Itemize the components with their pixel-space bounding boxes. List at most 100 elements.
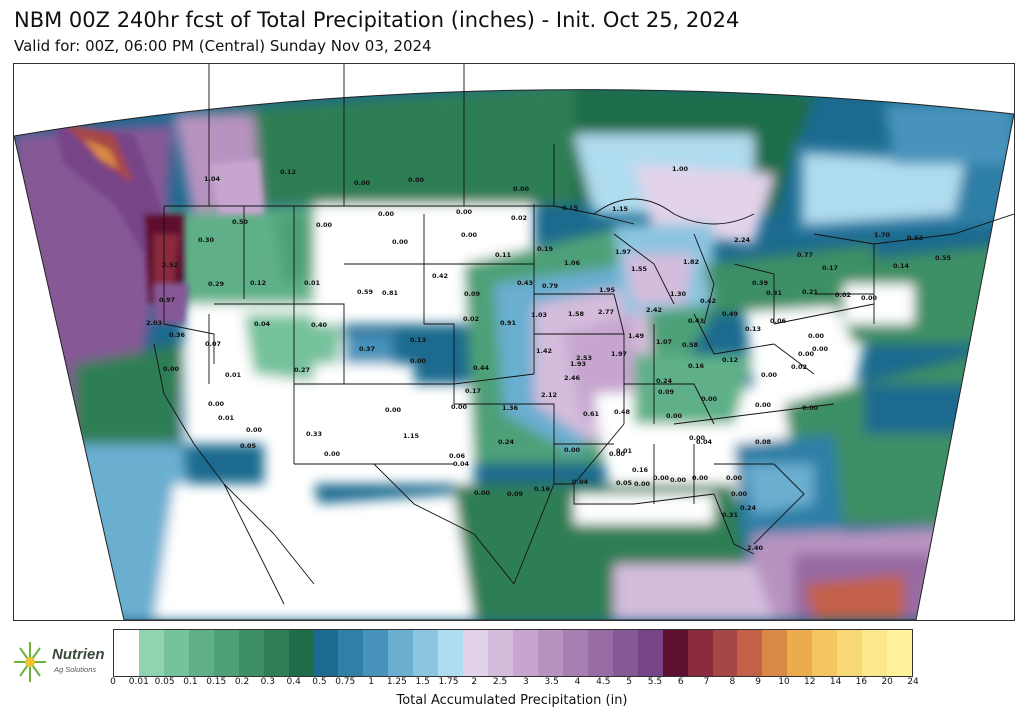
colorbar-tick: 12 (804, 677, 816, 687)
colorbar-tick: 0.05 (154, 677, 175, 687)
colorbar-swatch (637, 630, 663, 676)
precip-value-label: 2.46 (564, 374, 581, 382)
colorbar-tick: 14 (829, 677, 842, 687)
precip-value-label: 0.00 (666, 412, 683, 420)
precip-value-label: 2.03 (146, 319, 162, 327)
map-subtitle: Valid for: 00Z, 06:00 PM (Central) Sunda… (14, 37, 432, 55)
colorbar-swatch (163, 630, 189, 676)
precip-value-label: 0.00 (324, 450, 341, 458)
precip-value-label: 1.70 (874, 231, 891, 239)
colorbar-tick: 16 (855, 677, 868, 687)
colorbar-swatch (537, 630, 563, 676)
colorbar-tick: 0.15 (206, 677, 227, 687)
colorbar-swatch (114, 630, 139, 676)
precip-value-label: 0.12 (250, 279, 266, 287)
precip-value-label: 1.97 (615, 248, 631, 256)
colorbar-swatch (338, 630, 364, 676)
precip-value-label: 2.40 (747, 544, 764, 552)
logo-subtitle: Ag Solutions (54, 665, 97, 674)
precip-value-label: 0.81 (382, 289, 399, 297)
colorbar-swatch (687, 630, 713, 676)
precip-value-label: 0.04 (696, 438, 713, 446)
precip-value-label: 0.00 (163, 365, 180, 373)
precip-value-label: 0.61 (583, 410, 600, 418)
precip-value-label: 0.24 (740, 504, 757, 512)
precip-value-label: 1.97 (611, 350, 627, 358)
colorbar-swatch (737, 630, 763, 676)
precip-value-label: 0.17 (822, 264, 838, 272)
precip-value-label: 0.02 (835, 291, 851, 299)
precip-value-label: 1.55 (631, 265, 648, 273)
precip-value-label: 2.77 (598, 308, 614, 316)
colorbar-swatch (413, 630, 439, 676)
precip-value-label: 0.44 (473, 364, 490, 372)
colorbar-tick: 1 (368, 677, 374, 687)
colorbar-tick: 5 (626, 677, 632, 687)
value-labels: 1.040.120.00 0.000.001.000.50 0.000.000.00… (146, 165, 952, 552)
precip-value-label: 0.00 (410, 357, 427, 365)
precip-value-label: 2.53 (576, 354, 592, 362)
colorbar-tick: 3.5 (544, 677, 559, 687)
precip-value-label: 1.49 (628, 332, 645, 340)
precip-value-label: 0.00 (609, 450, 626, 458)
colorbar-tick: 2.5 (492, 677, 508, 687)
precip-value-label: 0.31 (766, 289, 783, 297)
precip-value-label: 2.24 (734, 236, 751, 244)
precip-value-label: 0.40 (311, 321, 328, 329)
colorbar-tick: 0.01 (128, 677, 149, 687)
precip-value-label: 0.16 (534, 485, 551, 493)
precip-value-label: 0.31 (722, 511, 739, 519)
precip-value-label: 0.00 (689, 434, 706, 442)
colorbar-swatch (388, 630, 414, 676)
precip-value-label: 0.00 (731, 490, 748, 498)
colorbar-swatch (138, 630, 164, 676)
precip-value-label: 0.59 (357, 288, 374, 296)
colorbar-tick: 10 (778, 677, 790, 687)
precip-value-label: 0.58 (682, 341, 699, 349)
colorbar-swatch (862, 630, 888, 676)
colorbar-label: Total Accumulated Precipitation (in) (396, 693, 628, 708)
colorbar-swatch (712, 630, 738, 676)
precip-value-label: 0.12 (280, 168, 296, 176)
precip-value-label: 1.30 (670, 290, 687, 298)
precip-value-label: 0.00 (802, 404, 819, 412)
precip-value-label: 0.00 (861, 294, 878, 302)
precipitation-map: 1.04 0.12 0.00 0.00 0.00 1.00 0.50 0.00 0.00 0.00… (13, 63, 1015, 621)
precip-value-label: 1.07 (656, 338, 672, 346)
colorbar-tick: 0.2 (234, 677, 250, 687)
precip-value-label: 0.43 (517, 279, 533, 287)
colorbar-swatch (513, 630, 538, 676)
precip-value-label: 1.93 (570, 360, 586, 368)
precip-value-label: 0.00 (316, 221, 333, 229)
colorbar-tick: 9 (755, 677, 762, 687)
precip-value-label: 0.00 (812, 345, 829, 353)
precip-value-label: 0.00 (634, 480, 651, 488)
precip-value-label: 0.36 (169, 331, 186, 339)
colorbar-swatch (188, 630, 214, 676)
colorbar-swatch (587, 630, 613, 676)
precip-value-label: 0.01 (218, 414, 235, 422)
colorbar-swatch (363, 630, 389, 676)
colorbar-swatch (213, 630, 239, 676)
colorbar-tick: 0.75 (335, 677, 356, 687)
precip-value-label: 1.15 (612, 205, 629, 213)
colorbar-tick: 4 (574, 677, 581, 687)
precip-value-label: 2.42 (646, 306, 662, 314)
colorbar-swatch (787, 630, 813, 676)
precip-field (14, 89, 1014, 620)
map-title: NBM 00Z 240hr fcst of Total Precipitatio… (14, 8, 740, 32)
precip-value-label: 0.07 (205, 340, 221, 348)
precip-value-label: 0.50 (232, 218, 249, 226)
precip-value-label: 0.00 (461, 231, 478, 239)
precip-value-label: 2.52 (162, 261, 178, 269)
precip-value-label: 0.97 (159, 296, 175, 304)
precip-value-label: 0.00 (808, 332, 825, 340)
precip-value-label: 0.05 (616, 479, 633, 487)
precip-value-label: 0.04 (572, 478, 589, 486)
colorbar-ticks: 0 0.01 0.05 0.1 0.15 0.2 0.3 0.4 0.5 0.75 1 1.25 1.5… (110, 677, 919, 691)
precip-value-label: 0.00 (456, 208, 473, 216)
colorbar-swatch (562, 630, 588, 676)
colorbar-swatch (288, 630, 314, 676)
precip-value-label: 0.09 (658, 388, 675, 396)
precip-value-label: 0.24 (498, 438, 515, 446)
